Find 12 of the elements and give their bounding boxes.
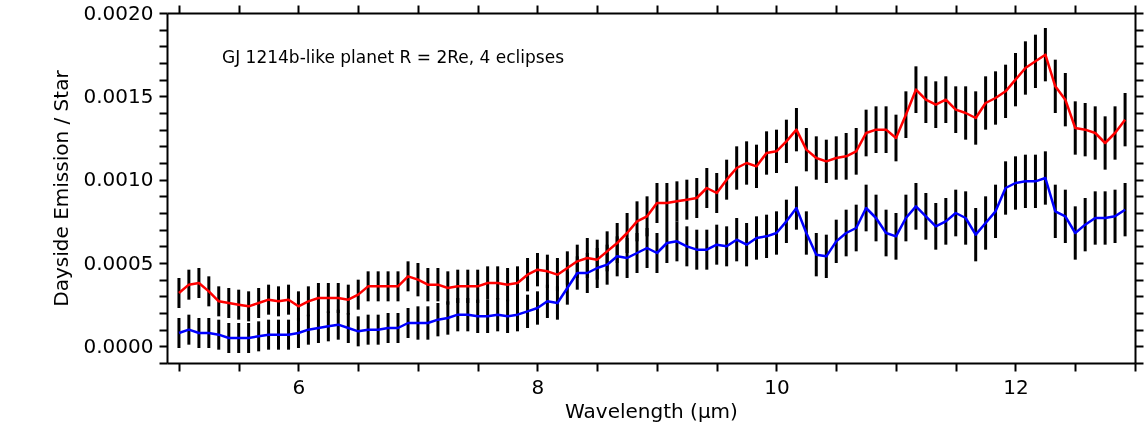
x-tick-label: 6 <box>292 374 306 399</box>
y-tick-label: 0.0015 <box>83 83 154 108</box>
y-tick-label: 0.0020 <box>83 0 154 25</box>
annotation: GJ 1214b-like planet R = 2Re, 4 eclipses <box>222 47 565 67</box>
x-tick-label: 12 <box>1003 374 1029 399</box>
x-axis-title: Wavelength (μm) <box>565 398 738 423</box>
y-axis-title: Dayside Emission / Star <box>48 69 73 307</box>
x-tick-label: 8 <box>531 374 545 399</box>
y-tick-label: 0.0005 <box>83 250 154 275</box>
y-tick-label: 0.0010 <box>83 167 154 192</box>
y-tick-label: 0.0000 <box>83 333 154 358</box>
x-tick-label: 10 <box>764 374 790 399</box>
